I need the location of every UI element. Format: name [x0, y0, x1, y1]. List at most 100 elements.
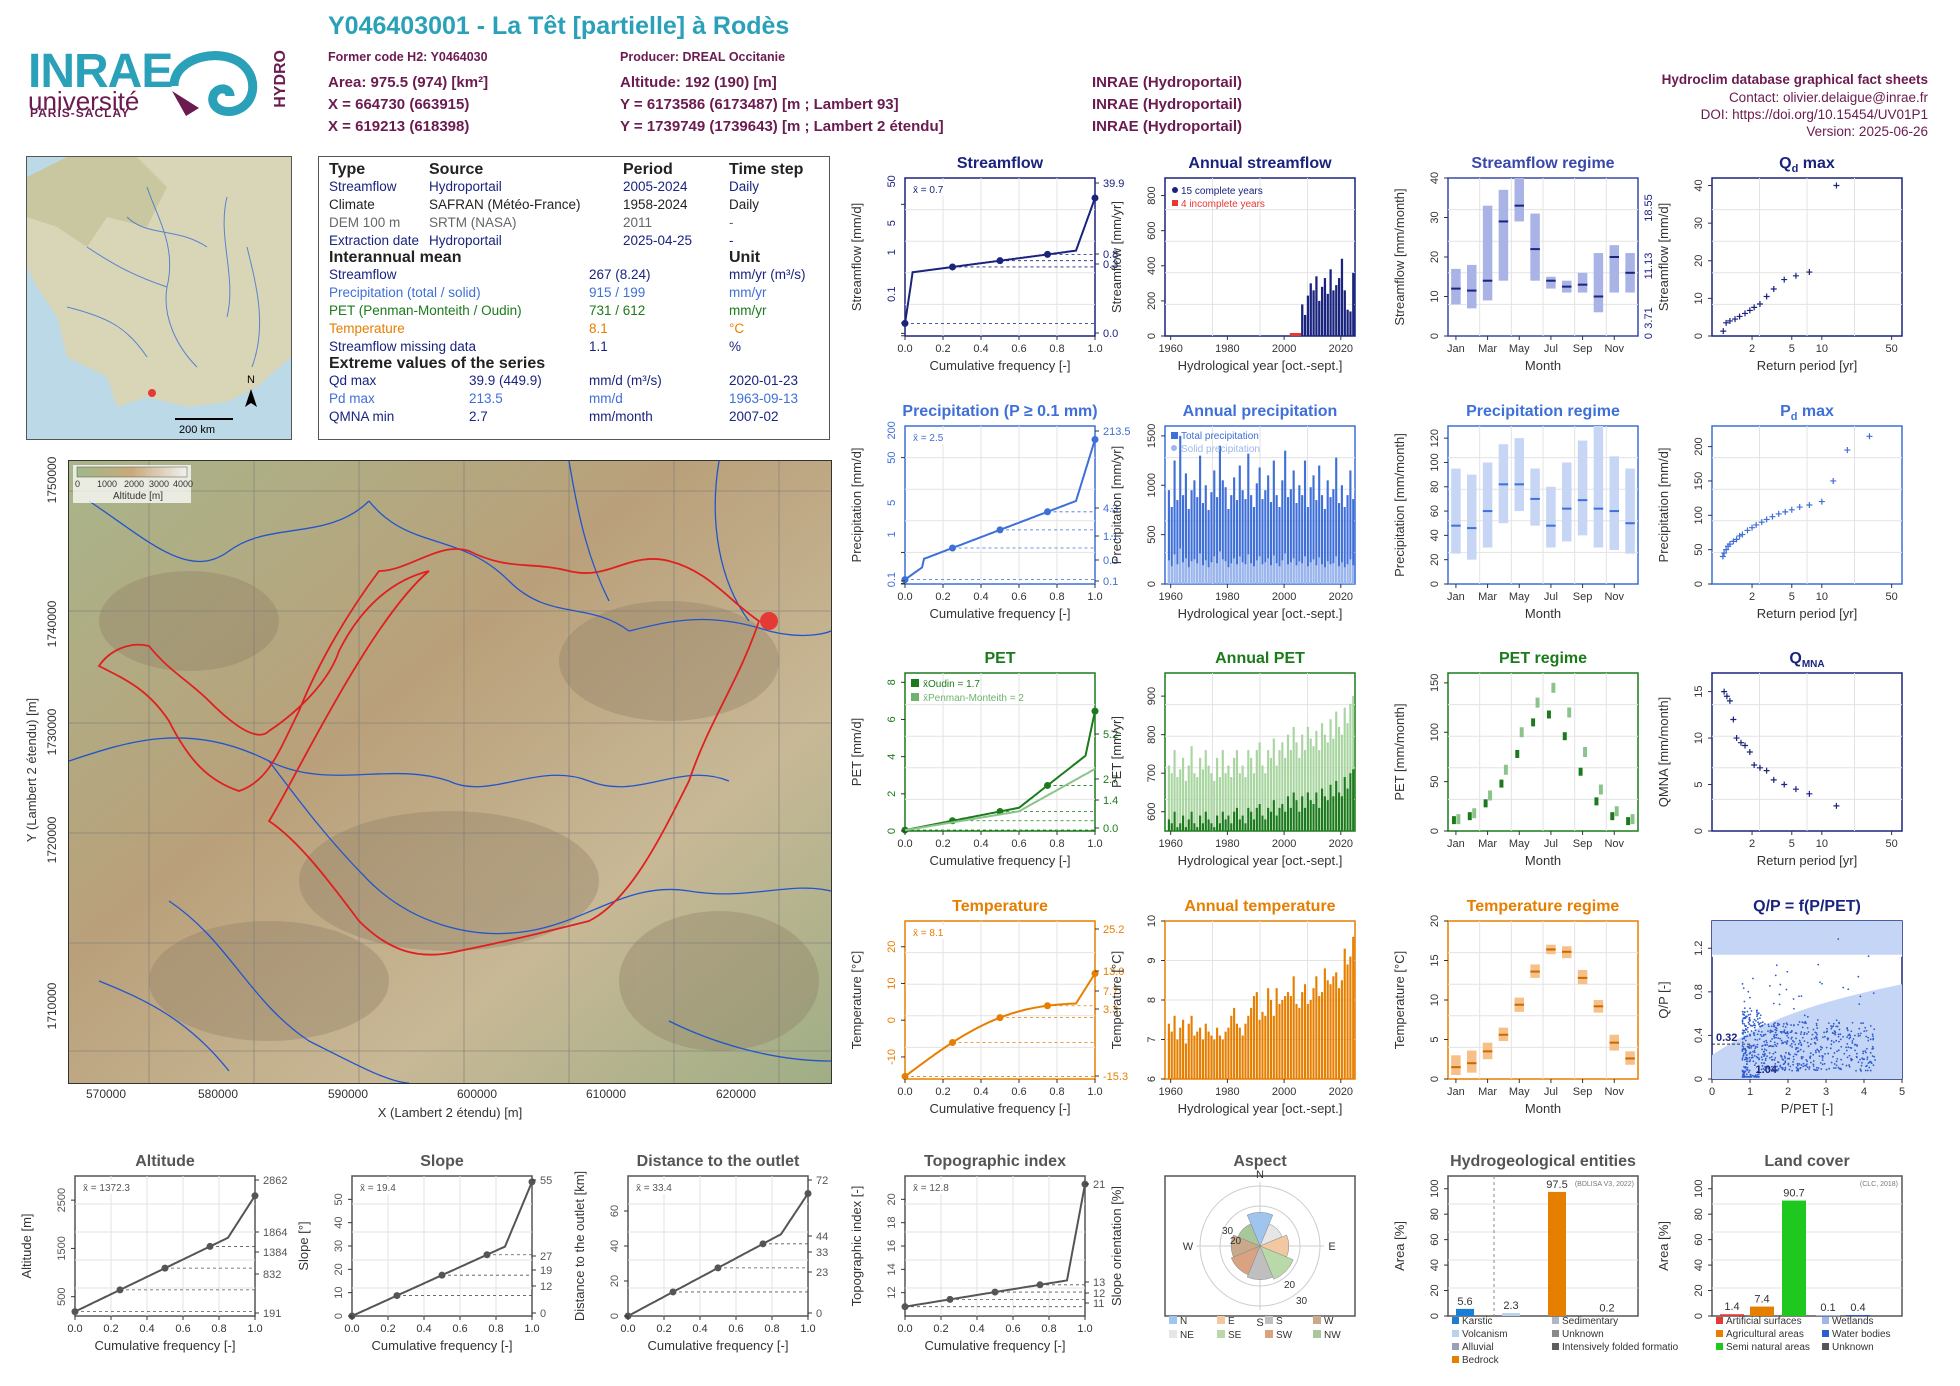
qp-point	[1847, 1046, 1850, 1049]
annual-precip-total-bar	[1241, 490, 1244, 584]
qp-budyko-area	[1712, 984, 1902, 1079]
qp-point	[1832, 1055, 1834, 1058]
temperature-xtick-2: 0.4	[973, 1086, 988, 1098]
distance-xtick-5: 1.0	[800, 1323, 815, 1335]
qp-point	[1789, 1044, 1792, 1047]
annual-precip-solid-bar	[1335, 556, 1338, 584]
annual-precip-solid-bar	[1343, 567, 1346, 584]
annual-pet-oudin-bar	[1269, 811, 1273, 831]
qp-point	[1840, 1045, 1843, 1048]
qp-point	[1869, 1038, 1872, 1041]
pd_max-point	[1739, 531, 1746, 538]
qp-ytick-1: 0.4	[1693, 1028, 1705, 1043]
qp-point	[1791, 1069, 1794, 1072]
qp-point	[1750, 1030, 1753, 1032]
pet-frame	[904, 672, 1096, 832]
annual-pet-penman-bar	[1221, 750, 1224, 831]
annual-pet-penman-bar	[1261, 765, 1264, 831]
temperature_regime-ylabel: Temperature [°C]	[1392, 951, 1407, 1049]
qp-point	[1800, 1056, 1803, 1058]
streamflow_regime-ytick-1: 10	[1429, 290, 1441, 302]
annual_precipitation-ytick-1: 500	[1146, 525, 1158, 543]
annual-pet-oudin-bar	[1247, 807, 1250, 831]
annual-pet-penman-bar	[1312, 746, 1315, 831]
qp-point	[1840, 1058, 1843, 1061]
source-2: INRAE (Hydroportail)	[1092, 96, 1242, 113]
annual-pet-penman-bar	[1340, 734, 1343, 831]
pd_max-xtick-1: 5	[1789, 591, 1795, 603]
annual-pet-penman-bar	[1352, 696, 1355, 831]
landcover-legend-3: Water bodies	[1832, 1329, 1891, 1340]
annual_streamflow-xtick-2: 2000	[1272, 343, 1296, 355]
annual-precip-total-bar	[1337, 503, 1341, 584]
temperature-xtick-0: 0.0	[897, 1086, 912, 1098]
streamflow_regime-range-box	[1593, 253, 1604, 313]
temperature-xtick-1: 0.2	[935, 1086, 950, 1098]
temperature_regime-xtick-2: May	[1509, 1086, 1530, 1098]
annual-pet-penman-bar	[1193, 773, 1196, 831]
streamflow_regime-range-box	[1451, 268, 1461, 305]
annual_pet-xlabel: Hydrological year [oct.-sept.]	[1178, 853, 1343, 868]
annual-precip-total-bar	[1343, 506, 1346, 584]
annual-temp-bar	[1335, 972, 1338, 1079]
distance-xtick-1: 0.2	[656, 1323, 671, 1335]
qp-point	[1768, 1045, 1770, 1048]
streamflow-right-0: 39.9	[1103, 178, 1124, 190]
streamflow_regime-xtick-2: May	[1509, 343, 1530, 355]
annual-pet-oudin-bar	[1190, 811, 1193, 831]
pd_max-point	[1758, 519, 1765, 526]
qp-point	[1756, 1018, 1759, 1020]
qp-point	[1780, 1031, 1783, 1034]
qp-point	[1743, 1058, 1746, 1061]
annual-streamflow-bar	[1312, 290, 1315, 336]
qd_max-point	[1720, 328, 1727, 335]
legend-tick-0: 0	[75, 479, 80, 489]
qp-point	[1741, 1010, 1744, 1013]
annual-pet-penman-bar	[1233, 757, 1236, 831]
qp-point	[1833, 1063, 1836, 1065]
annual-temp-bar	[1326, 980, 1329, 1079]
qp-point	[1801, 1021, 1804, 1024]
annual-precip-solid-bar	[1207, 567, 1210, 584]
extreme-qmna-value: 2.7	[469, 409, 488, 424]
qp-point	[1757, 1075, 1760, 1078]
annual_pet-ytick-0: 600	[1146, 803, 1158, 821]
annual_precipitation-xtick-2: 2000	[1272, 591, 1296, 603]
qp-point	[1849, 1034, 1852, 1037]
streamflow_regime-range-box	[1530, 213, 1540, 281]
qp-point	[1795, 1037, 1797, 1040]
qp-point	[1806, 1027, 1809, 1029]
qp-point	[1766, 1043, 1769, 1046]
qp-point	[1803, 1014, 1806, 1017]
precipitation-xlabel: Cumulative frequency [-]	[930, 606, 1071, 621]
qp-point	[1826, 1027, 1828, 1030]
qp-point	[1767, 1065, 1769, 1068]
qp-point	[1791, 1046, 1793, 1048]
qp-point	[1815, 1022, 1818, 1025]
qp-point	[1872, 1037, 1875, 1040]
annual-precip-total-bar	[1281, 480, 1284, 584]
qp-point	[1773, 1058, 1776, 1061]
annual-pet-oudin-bar	[1250, 811, 1253, 831]
landcover-title: Land cover	[1764, 1153, 1849, 1170]
qp-point	[1745, 1028, 1747, 1031]
qp-point	[1832, 1041, 1835, 1044]
qp-point	[1855, 1055, 1858, 1058]
topo-ytick-0: 12	[886, 1287, 898, 1299]
qp-point	[1871, 1055, 1874, 1057]
qp-point	[1772, 1068, 1775, 1071]
qp-point	[1854, 1043, 1857, 1046]
qp-point	[1826, 1030, 1829, 1033]
qp-point	[1753, 1064, 1756, 1067]
annual-precip-solid-bar	[1179, 548, 1182, 584]
qmna-point	[1806, 790, 1813, 797]
annual-pet-oudin-bar	[1289, 807, 1292, 831]
annual-pet-oudin-bar	[1182, 815, 1185, 831]
qp-point	[1873, 1055, 1876, 1058]
precipitation-right-2: 1.1	[1103, 531, 1118, 543]
annual-precip-total-bar	[1187, 508, 1190, 584]
qp-point	[1759, 1022, 1762, 1024]
qp-point	[1759, 1025, 1761, 1028]
qp-point	[1774, 1043, 1777, 1046]
